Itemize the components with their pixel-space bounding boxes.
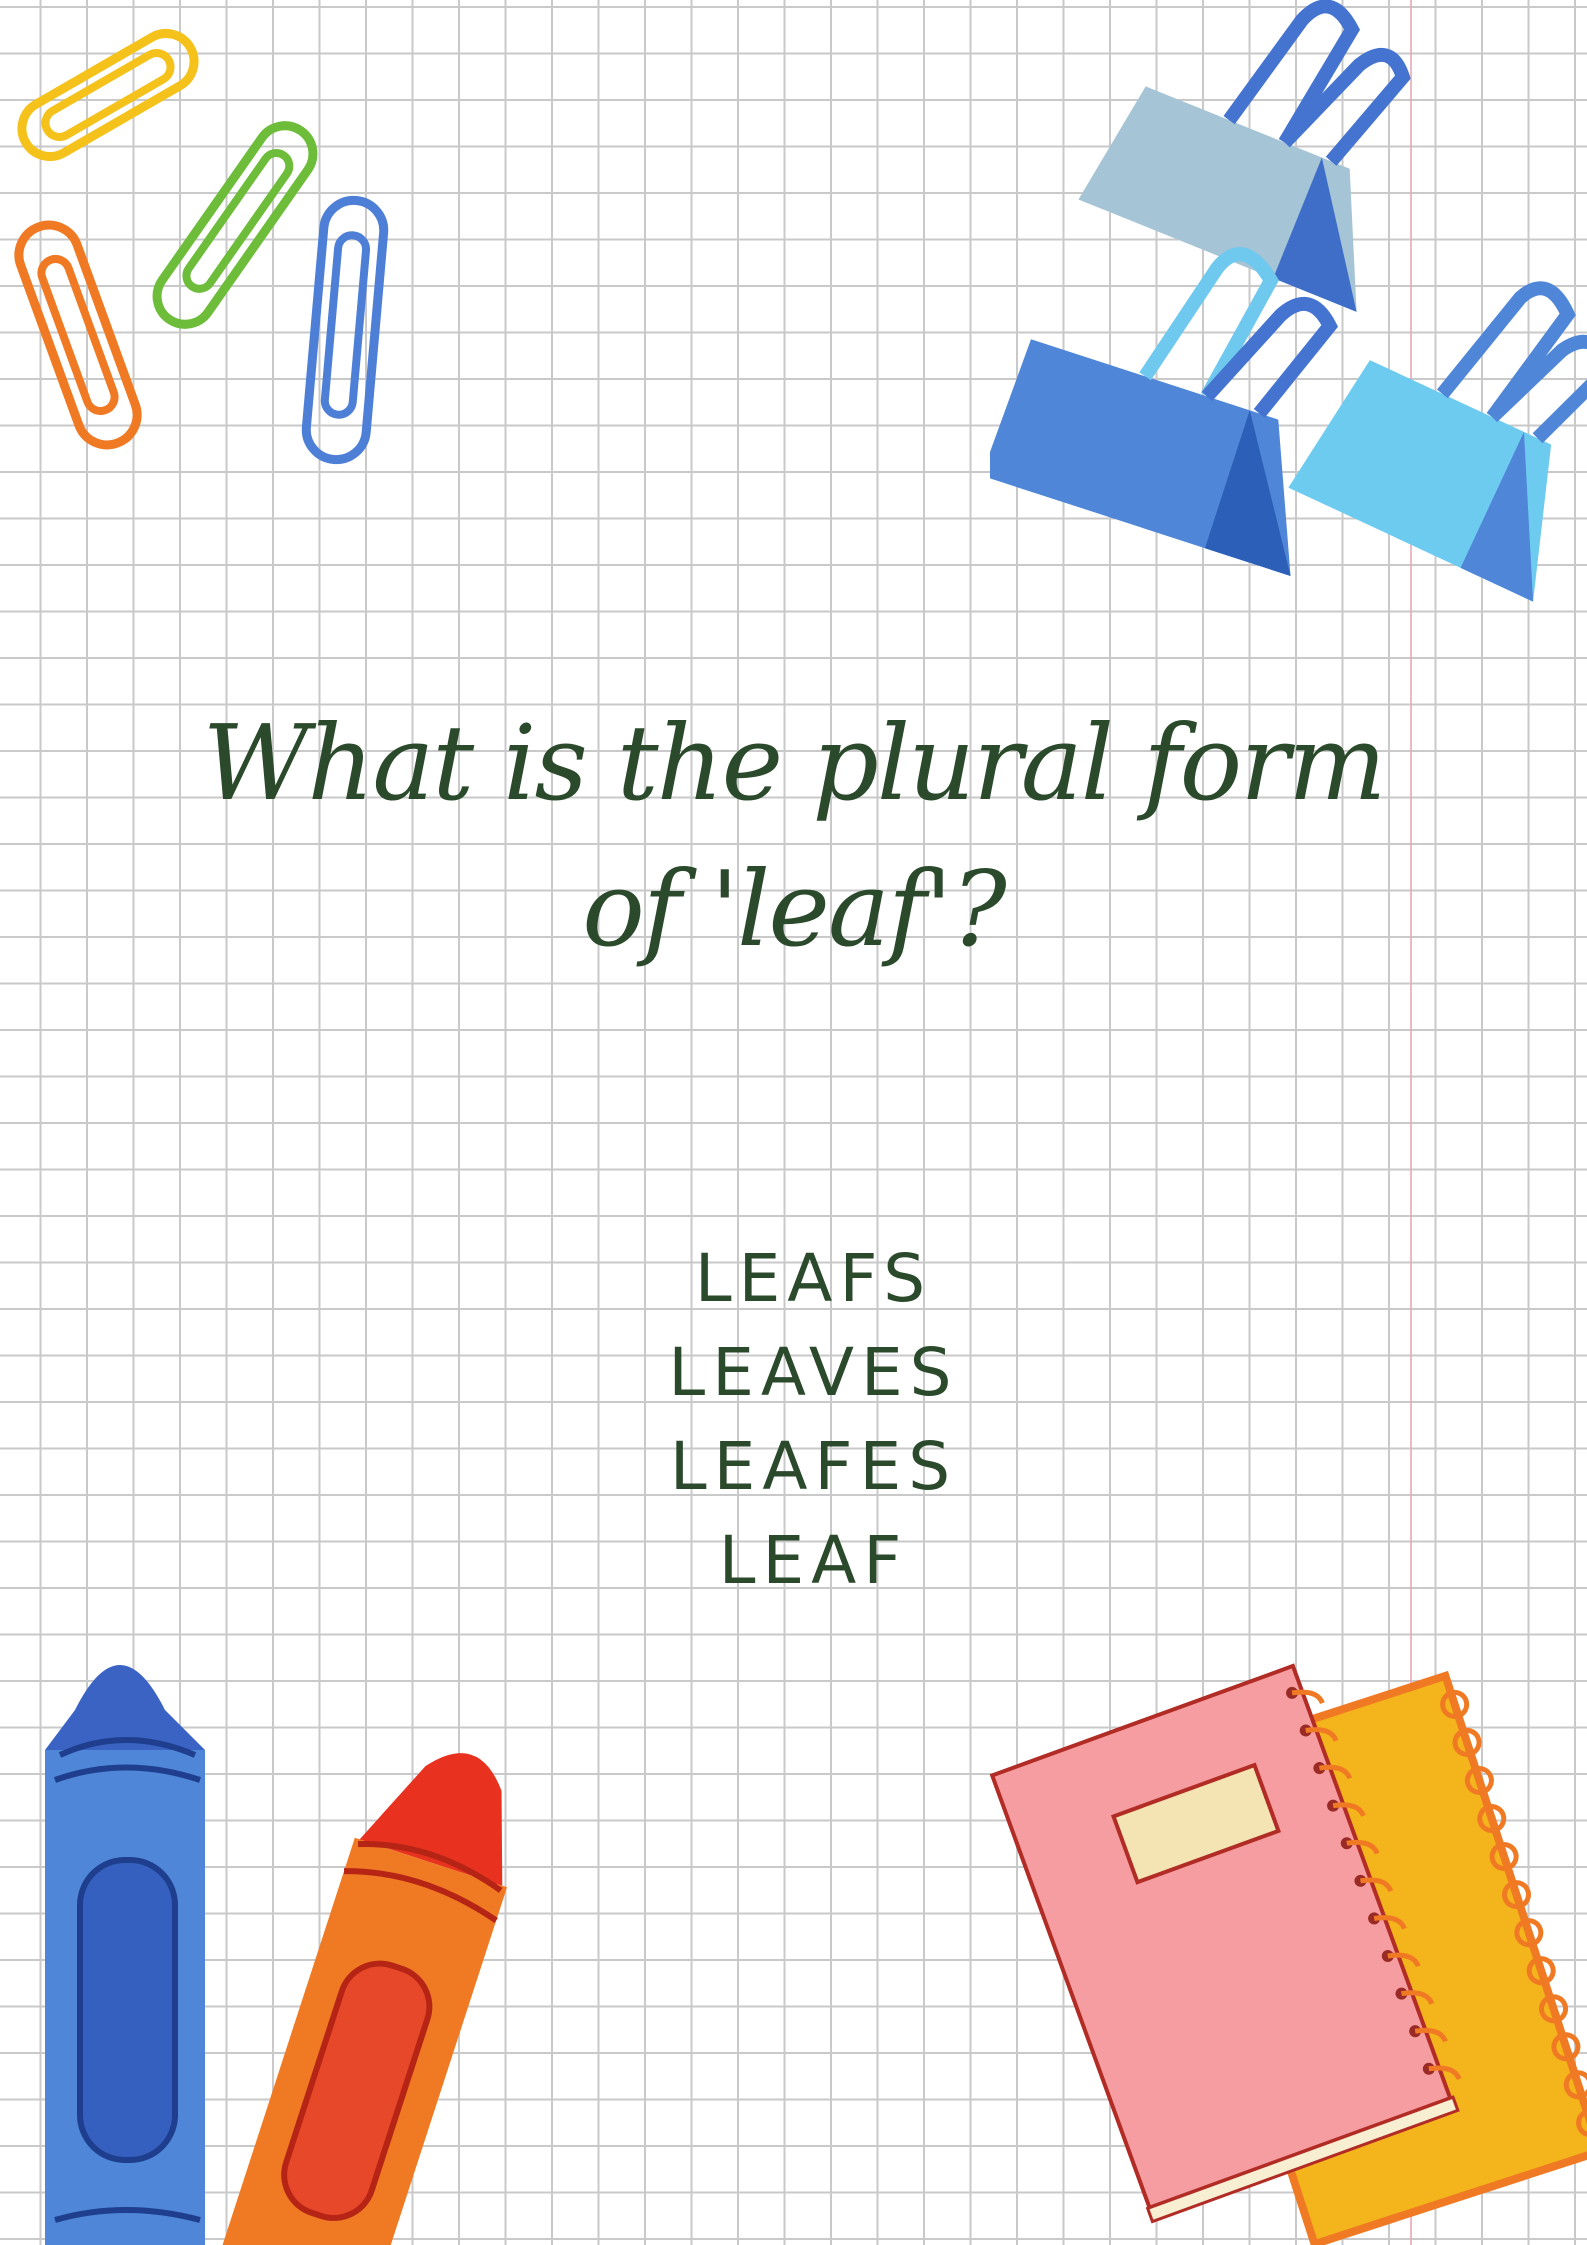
option-leafs: LEAFS (694, 1240, 933, 1317)
crayon-icon (45, 1665, 205, 2245)
binder-clip-icon (1078, 0, 1411, 312)
paper-clip-icon (152, 121, 318, 329)
option-leaves: LEAVES (668, 1334, 959, 1411)
paper-clip-icon (14, 220, 142, 450)
question-line-1: What is the plural form (202, 702, 1386, 824)
paper-clip-icon (301, 195, 389, 465)
paper-clip-icon (17, 29, 199, 161)
notebook-icon (989, 1663, 1462, 2224)
notebooks-group (989, 1663, 1587, 2245)
binder-clips-group (990, 0, 1587, 602)
paper-clips-group (14, 29, 389, 465)
option-leaf: LEAF (718, 1522, 909, 1599)
crayon-icon (209, 1753, 508, 2245)
question-text: What is the plural form of 'leaf'? (0, 690, 1587, 982)
binder-clip-icon (990, 247, 1339, 577)
crayons-group (45, 1665, 508, 2245)
binder-clip-icon (1288, 281, 1587, 602)
notebook-margin-line (1410, 0, 1412, 2245)
answer-options: LEAFS LEAVES LEAFES LEAF (0, 1232, 1587, 1608)
question-line-2: of 'leaf'? (582, 848, 1006, 970)
option-leafes: LEAFES (669, 1428, 958, 1505)
